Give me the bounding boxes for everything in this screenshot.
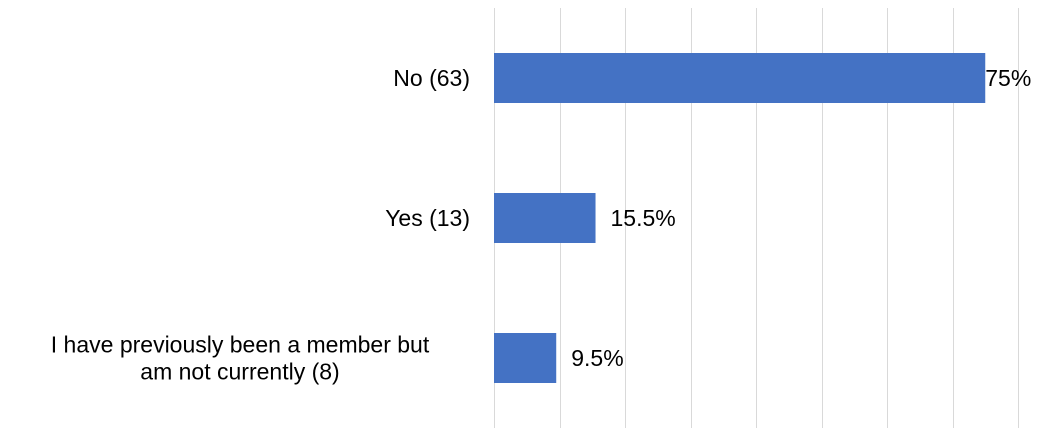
- bar: [494, 333, 557, 383]
- data-label: 75%: [985, 65, 1031, 91]
- category-label: Yes (13): [385, 205, 470, 231]
- bar: [494, 193, 596, 243]
- bars: [494, 53, 986, 383]
- data-labels: 75% 15.5% 9.5%: [571, 65, 1031, 371]
- category-label: No (63): [393, 65, 470, 91]
- category-label-line: I have previously been a member but: [51, 332, 430, 358]
- data-label: 9.5%: [571, 345, 623, 371]
- category-label: I have previously been a member but am no…: [51, 332, 430, 385]
- data-label: 15.5%: [611, 205, 676, 231]
- category-labels: No (63) Yes (13) I have previously been a …: [51, 65, 470, 385]
- category-label-line: am not currently (8): [140, 359, 339, 385]
- bar: [494, 53, 986, 103]
